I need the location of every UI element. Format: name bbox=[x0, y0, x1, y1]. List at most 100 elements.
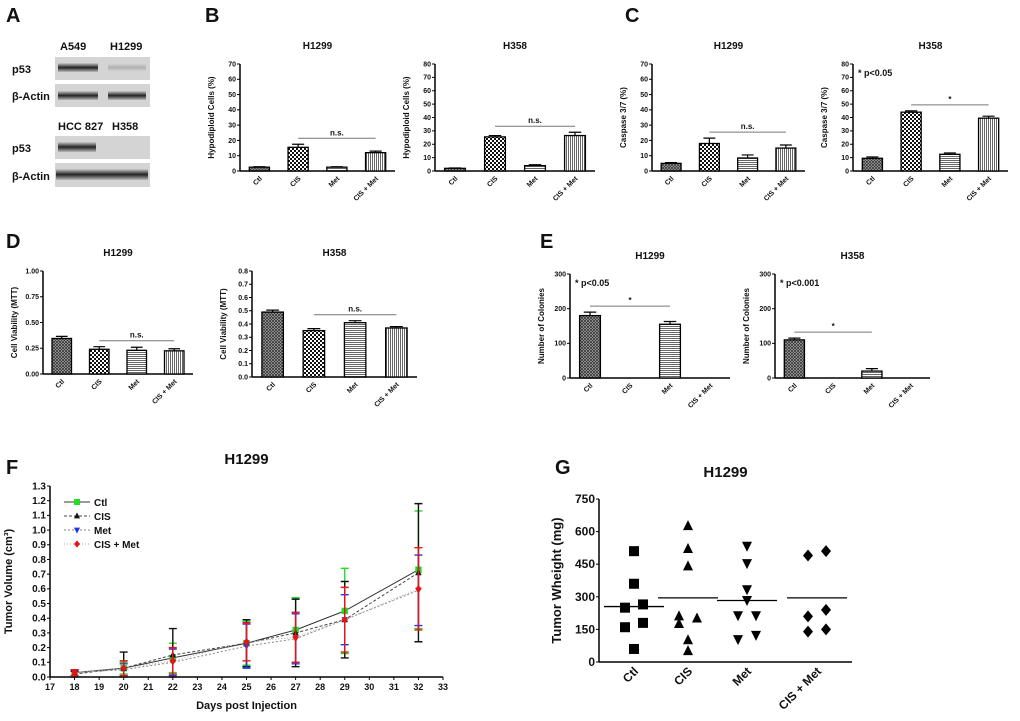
western-blot: A549 H1299 p53 β-Actin HCC 827 H358 p53 … bbox=[12, 41, 150, 187]
y-tick-label: 200 bbox=[554, 306, 566, 313]
y-axis-label: Caspase 3/7 (%) bbox=[820, 87, 829, 148]
x-tick-label: CIS bbox=[90, 378, 103, 391]
y-tick-label: 80 bbox=[423, 61, 431, 68]
y-tick-label: 0 bbox=[644, 168, 648, 175]
y-tick-label: 0.9 bbox=[32, 540, 46, 551]
charts: 0 10 20 30 40 50 60 70 Hypodiploid Cells (%) H129… bbox=[3, 41, 1008, 713]
error-bar bbox=[307, 328, 321, 331]
data-point bbox=[243, 637, 250, 646]
data-point bbox=[692, 612, 702, 623]
error-bar bbox=[905, 110, 918, 113]
x-tick-label: CIS bbox=[671, 664, 695, 688]
legend-marker bbox=[74, 512, 80, 519]
data-point bbox=[71, 668, 78, 677]
blot-membrane bbox=[55, 57, 150, 80]
x-tick-label: CIS bbox=[289, 175, 302, 188]
y-tick-label: 0.7 bbox=[32, 569, 46, 580]
chart-d-h358: 0.0 0.1 0.2 0.3 0.4 0.5 0.6 0.7 0.8 Cell Viabilit… bbox=[219, 248, 417, 409]
y-axis-label: Tumor Wheight (mg) bbox=[549, 517, 564, 643]
x-tick-label: Met bbox=[346, 381, 360, 395]
y-tick-label: 50 bbox=[841, 101, 849, 108]
chart-c-h1299: 0 10 20 30 40 50 60 70 Caspase 3/7 (%) H1299 Ctl CI… bbox=[619, 41, 805, 203]
blot-band bbox=[58, 63, 98, 72]
y-tick-label: 0 bbox=[427, 168, 431, 175]
bar bbox=[977, 117, 1000, 172]
chart-g-h1299: 0 150 300 450 600 750 Tumor Wheight (mg) H1299 C… bbox=[549, 464, 852, 713]
bar bbox=[287, 146, 309, 172]
x-tick-label: 27 bbox=[291, 682, 301, 692]
y-axis-label: Number of Colonies bbox=[537, 287, 546, 364]
y-tick-label: 70 bbox=[841, 75, 849, 82]
y-tick-label: 0 bbox=[562, 375, 566, 382]
x-tick-label: 23 bbox=[192, 682, 202, 692]
x-tick-label: 31 bbox=[389, 682, 399, 692]
blot-cell-line: H1299 bbox=[110, 41, 142, 53]
significance-label: * bbox=[628, 296, 632, 305]
x-tick-label: Ctl bbox=[620, 664, 641, 685]
bar bbox=[326, 166, 348, 172]
y-tick-label: 80 bbox=[841, 61, 849, 68]
data-point bbox=[742, 559, 752, 570]
blot-cell-line: HCC 827 bbox=[58, 121, 103, 133]
legend-label: Met bbox=[94, 526, 112, 537]
x-tick-label: 17 bbox=[45, 682, 55, 692]
y-tick-label: 300 bbox=[759, 271, 771, 278]
x-tick-label: Met bbox=[128, 378, 142, 392]
significance-note: * p<0.05 bbox=[858, 68, 892, 78]
y-tick-label: 60 bbox=[841, 88, 849, 95]
y-tick-label: 0 bbox=[232, 168, 236, 175]
significance-note: * p<0.001 bbox=[780, 278, 819, 288]
data-point bbox=[751, 611, 761, 622]
chart-title: H1299 bbox=[714, 41, 744, 52]
y-tick-label: 70 bbox=[228, 61, 236, 68]
blot-row-label: p53 bbox=[12, 64, 31, 76]
y-tick-label: 20 bbox=[228, 138, 236, 145]
y-tick-label: 100 bbox=[554, 341, 566, 348]
error-bar bbox=[568, 131, 582, 136]
y-tick-label: 60 bbox=[228, 77, 236, 84]
panel-label-f: F bbox=[6, 457, 18, 479]
error-bar bbox=[488, 134, 502, 137]
significance-note: * p<0.05 bbox=[575, 278, 609, 288]
x-axis-label: Days post Injection bbox=[196, 700, 297, 712]
significance-label: n.s. bbox=[348, 305, 362, 314]
bar bbox=[900, 111, 922, 172]
bar bbox=[563, 134, 587, 172]
x-tick-label: CIS + Met bbox=[776, 664, 824, 712]
chart-e-h1299: 0 100 200 300 Number of Colonies H1299 Ctl CIS M… bbox=[537, 251, 730, 410]
chart-title: H1299 bbox=[703, 464, 747, 481]
error-bar bbox=[663, 320, 677, 325]
bar bbox=[443, 167, 467, 172]
error-bar bbox=[866, 156, 879, 159]
x-tick-label: Met bbox=[730, 664, 755, 689]
y-tick-label: 20 bbox=[423, 142, 431, 149]
y-tick-label: 1.00 bbox=[25, 268, 39, 275]
y-tick-label: 60 bbox=[640, 77, 648, 84]
blot-row-label: β-Actin bbox=[12, 171, 50, 183]
data-point bbox=[683, 634, 693, 645]
y-axis-label: Cell Viability (MTT) bbox=[219, 288, 228, 360]
bar bbox=[698, 142, 720, 172]
y-tick-label: 30 bbox=[640, 122, 648, 129]
y-tick-label: 0.6 bbox=[32, 584, 46, 595]
y-axis-label: Number of Colonies bbox=[742, 287, 751, 364]
data-point bbox=[742, 541, 752, 552]
chart-f-h1299: 0.0 0.1 0.2 0.3 0.4 0.5 0.6 0.7 0.8 0.9 1.0 1.1 1.2 1… bbox=[3, 451, 448, 712]
group-cis: CIS bbox=[658, 520, 718, 688]
x-tick-label: 28 bbox=[315, 682, 325, 692]
data-point bbox=[629, 546, 639, 557]
data-point bbox=[341, 615, 348, 624]
x-tick-label: 30 bbox=[364, 682, 374, 692]
significance-label: n.s. bbox=[330, 128, 344, 137]
chart-d-h1299: 0.00 0.25 0.50 0.75 1.00 Cell Viability (MTT)… bbox=[10, 248, 193, 406]
bar bbox=[483, 136, 507, 172]
y-tick-label: 50 bbox=[640, 92, 648, 99]
x-tick-label: Met bbox=[526, 175, 540, 189]
error-bar bbox=[389, 326, 403, 328]
legend-label: CIS bbox=[94, 512, 111, 523]
panel-label-d: D bbox=[6, 231, 20, 253]
y-tick-label: 100 bbox=[759, 341, 771, 348]
x-tick-label: Ctl bbox=[448, 175, 460, 187]
series-ctl: Ctl bbox=[64, 498, 423, 677]
